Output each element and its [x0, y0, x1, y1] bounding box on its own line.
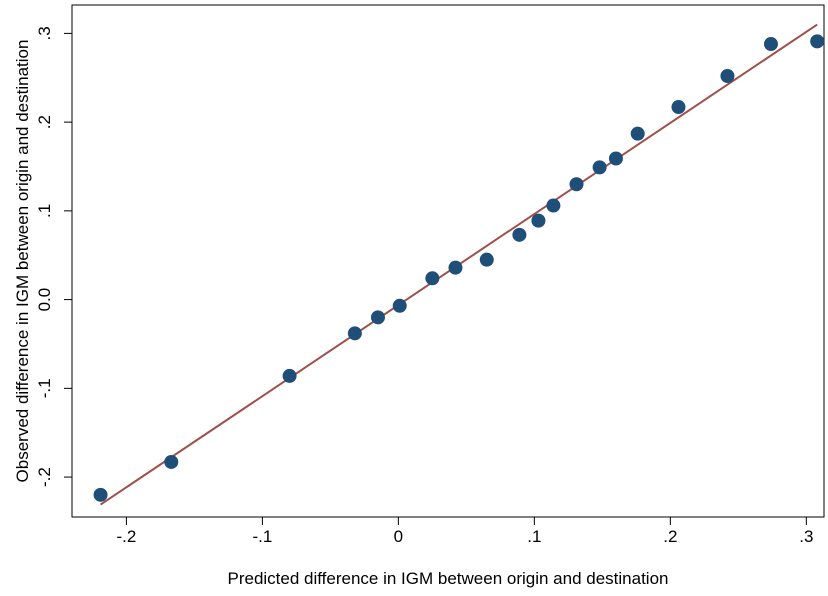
y-axis: -.2 -.1 0.0 .1 .2 .3	[35, 26, 72, 487]
data-point	[810, 34, 825, 49]
x-tick-label: 0	[394, 527, 403, 546]
data-point	[592, 160, 607, 175]
data-point	[531, 213, 546, 228]
y-tick-label: -.1	[35, 378, 54, 398]
y-axis-title: Observed difference in IGM between origi…	[13, 40, 32, 483]
data-point	[763, 37, 778, 52]
x-axis-title: Predicted difference in IGM between orig…	[227, 569, 668, 588]
data-point	[569, 177, 584, 192]
x-tick-label: .1	[527, 527, 541, 546]
data-point	[546, 198, 561, 213]
x-tick-label: .3	[799, 527, 813, 546]
data-point	[448, 260, 463, 275]
y-tick-label: 0.0	[35, 288, 54, 312]
data-point	[392, 298, 407, 313]
y-tick-label: .1	[35, 204, 54, 218]
data-point	[479, 252, 494, 267]
data-point	[370, 310, 385, 325]
data-point	[164, 454, 179, 469]
plot-area	[71, 4, 825, 518]
data-point	[720, 68, 735, 83]
points-layer	[93, 34, 825, 502]
data-point	[512, 227, 527, 242]
x-tick-label: .2	[663, 527, 677, 546]
data-point	[630, 126, 645, 141]
data-point	[608, 151, 623, 166]
data-point	[347, 326, 362, 341]
y-tick-label: .2	[35, 115, 54, 129]
y-tick-label: .3	[35, 26, 54, 40]
data-point	[93, 487, 108, 502]
data-point	[671, 100, 686, 115]
x-tick-label: -.2	[116, 527, 136, 546]
data-point	[425, 271, 440, 286]
data-point	[282, 368, 297, 383]
x-axis: -.2 -.1 0 .1 .2 .3	[116, 517, 813, 546]
y-tick-label: -.2	[35, 467, 54, 487]
x-tick-label: -.1	[252, 527, 272, 546]
